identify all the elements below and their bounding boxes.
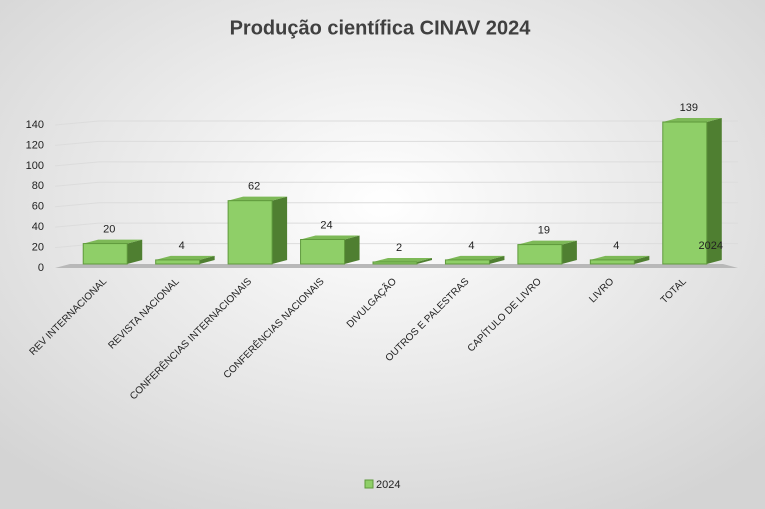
bar-side — [417, 257, 432, 264]
bar — [662, 121, 708, 265]
y-tick-label: 100 — [26, 160, 44, 172]
y-tick-label: 60 — [32, 201, 44, 213]
bar — [82, 243, 128, 265]
data-label: 2 — [396, 242, 402, 254]
y-tick-label: 120 — [26, 139, 44, 151]
bar-top — [228, 196, 288, 201]
chart-title: Produção científica CINAV 2024 — [230, 17, 532, 39]
bar — [517, 244, 563, 265]
bar — [300, 238, 346, 265]
bar-side — [127, 239, 143, 264]
bar-top — [590, 255, 650, 260]
bar-side — [344, 235, 360, 264]
data-label: 19 — [538, 224, 550, 236]
bar — [227, 200, 273, 265]
floor — [55, 264, 738, 268]
grid-line — [54, 202, 738, 208]
grid-line — [54, 161, 738, 167]
y-tick-label: 0 — [38, 262, 44, 274]
data-label: 4 — [179, 240, 185, 252]
y-tick-label: 140 — [26, 119, 44, 131]
data-label: 139 — [680, 102, 698, 114]
grid-line — [54, 181, 738, 187]
bar-top — [373, 257, 432, 262]
bar-top — [517, 240, 577, 245]
legend-label: 2024 — [376, 479, 400, 491]
bar — [372, 261, 418, 265]
series-label: 2024 — [699, 240, 723, 252]
y-tick-label: 40 — [32, 221, 44, 233]
bar-top — [300, 235, 360, 240]
bar-side — [706, 118, 722, 265]
bar — [589, 259, 635, 265]
data-label: 4 — [468, 240, 474, 252]
bar-top — [445, 255, 505, 260]
grid-line — [54, 222, 738, 228]
legend-swatch — [364, 479, 374, 489]
data-label: 4 — [613, 240, 619, 252]
bar-top — [155, 255, 215, 260]
data-label: 62 — [248, 181, 260, 193]
y-tick-label: 20 — [32, 241, 44, 253]
bar-top — [83, 239, 143, 244]
data-label: 24 — [320, 219, 332, 231]
bar-side — [272, 196, 288, 264]
grid-line — [54, 120, 738, 126]
bar-side — [561, 240, 577, 264]
bar-side — [634, 255, 650, 264]
data-label: 20 — [103, 223, 115, 235]
bar-side — [489, 255, 505, 264]
bar-side — [199, 255, 215, 264]
bar-top — [662, 118, 722, 123]
bar — [444, 259, 490, 265]
grid-line — [54, 140, 738, 146]
bar — [155, 259, 201, 265]
y-tick-label: 80 — [32, 180, 44, 192]
